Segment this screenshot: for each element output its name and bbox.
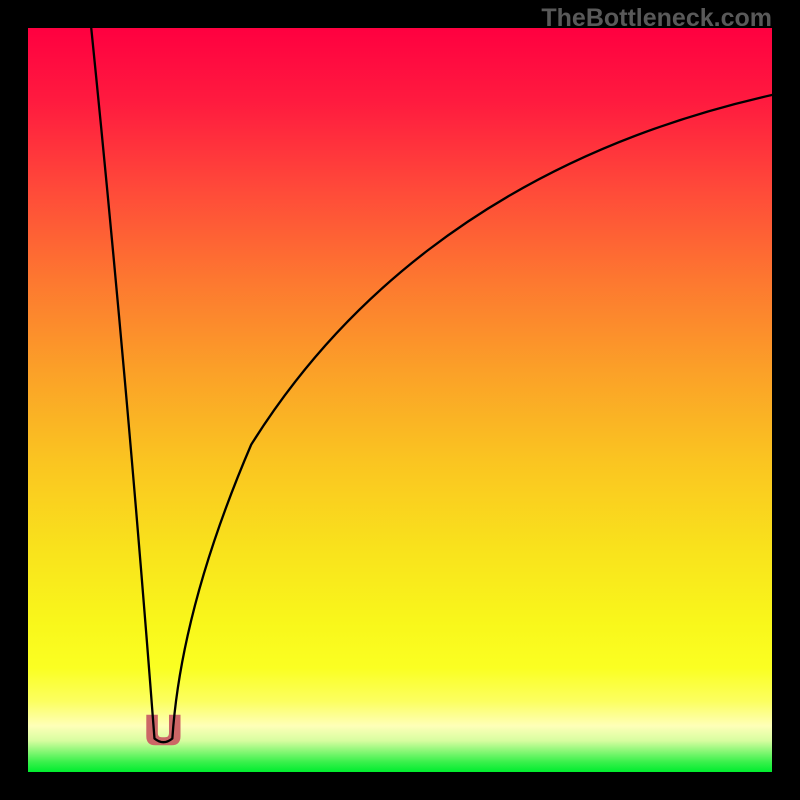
chart-root: TheBottleneck.com (0, 0, 800, 800)
watermark-text: TheBottleneck.com (541, 4, 772, 33)
plot-area (28, 28, 772, 772)
gradient-background (28, 28, 772, 772)
plot-svg (28, 28, 772, 772)
